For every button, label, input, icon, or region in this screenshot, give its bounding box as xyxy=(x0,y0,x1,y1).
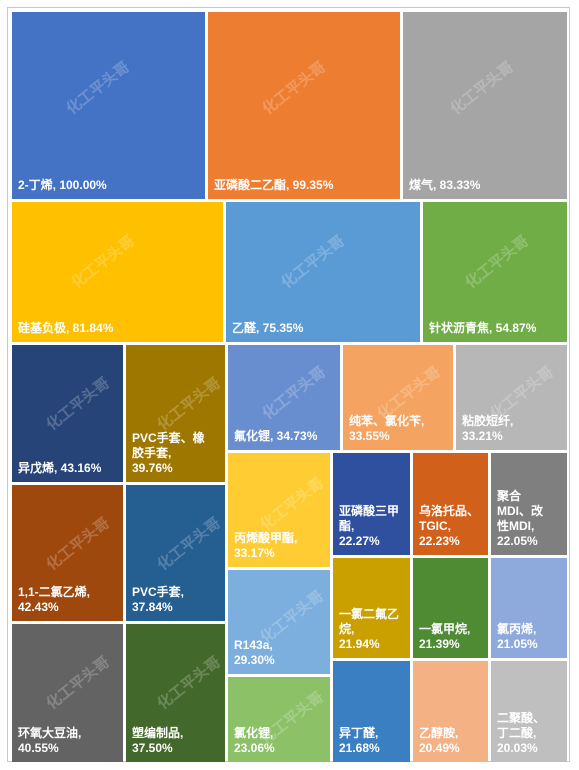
tile-label: 异丁醛, 21.68% xyxy=(339,726,380,755)
treemap-tile: 化工平头哥针状沥青焦, 54.87% xyxy=(423,202,567,342)
watermark-text: 化工平头哥 xyxy=(278,232,348,293)
watermark-text: 化工平头哥 xyxy=(43,653,113,714)
watermark-text: 化工平头哥 xyxy=(154,374,224,435)
tile-label: 氯丙烯, 21.05% xyxy=(497,622,538,651)
tile-label: 针状沥青焦, 54.87% xyxy=(429,321,537,335)
tile-label: 煤气, 83.33% xyxy=(409,178,481,192)
tile-label: 亚磷酸二乙酯, 99.35% xyxy=(214,178,334,192)
tile-label: 异戊烯, 43.16% xyxy=(18,461,102,475)
tile-label: PVC手套, 37.84% xyxy=(132,585,185,614)
treemap-tile: 亚磷酸三甲 酯, 22.27% xyxy=(333,453,410,555)
watermark-text: 化工平头哥 xyxy=(63,58,133,119)
treemap-tile: 异丁醛, 21.68% xyxy=(333,661,410,762)
treemap-tile: 乙醇胺, 20.49% xyxy=(413,661,488,762)
treemap-tile: 一氯二氟乙 烷, 21.94% xyxy=(333,558,410,658)
watermark-text: 化工平头哥 xyxy=(43,374,113,435)
treemap-tile: 化工平头哥 氯化锂, 23.06% xyxy=(228,677,330,762)
treemap-tile: 化工平头哥 丙烯酸甲酯, 33.17% xyxy=(228,453,330,567)
tile-label: 二聚酸、 丁二酸, 20.03% xyxy=(497,711,546,755)
tile-label: 一氯甲烷, 21.39% xyxy=(419,622,471,651)
treemap-tile: 化工平头哥 2-丁烯, 100.00% xyxy=(12,12,205,199)
treemap-tile: 化工平头哥异戊烯, 43.16% xyxy=(12,345,123,482)
treemap-tile: 化工平头哥煤气, 83.33% xyxy=(403,12,567,199)
tile-label: 1,1-二氯乙烯, 42.43% xyxy=(18,585,91,614)
tile-label: R143a, 29.30% xyxy=(234,638,275,667)
tile-label: 乙醛, 75.35% xyxy=(232,321,304,335)
watermark-text: 化工平头哥 xyxy=(68,232,138,293)
tile-label: 亚磷酸三甲 酯, 22.27% xyxy=(339,504,400,548)
watermark-text: 化工平头哥 xyxy=(43,514,113,575)
treemap-tile: 氯丙烯, 21.05% xyxy=(491,558,567,658)
tile-label: 乌洛托品、 TGIC, 22.23% xyxy=(419,504,480,548)
treemap-tile: 化工平头哥乙醛, 75.35% xyxy=(226,202,420,342)
watermark-text: 化工平头哥 xyxy=(447,58,517,119)
treemap-tile: 化工平头哥 粘胶短纤, 33.21% xyxy=(456,345,567,450)
watermark-text: 化工平头哥 xyxy=(259,363,329,424)
treemap-tile: 乌洛托品、 TGIC, 22.23% xyxy=(413,453,488,555)
treemap-tile: 化工平头哥 纯苯、氯化苄, 33.55% xyxy=(343,345,453,450)
treemap-tile: 化工平头哥 1,1-二氯乙烯, 42.43% xyxy=(12,485,123,621)
tile-label: 纯苯、氯化苄, 33.55% xyxy=(349,414,425,443)
treemap-tile: 二聚酸、 丁二酸, 20.03% xyxy=(491,661,567,762)
tile-label: PVC手套、橡 胶手套, 39.76% xyxy=(132,431,205,475)
treemap-tile: 一氯甲烷, 21.39% xyxy=(413,558,488,658)
treemap-tile: 化工平头哥 PVC手套, 37.84% xyxy=(126,485,225,621)
tile-label: 环氧大豆油, 40.55% xyxy=(18,726,82,755)
tile-label: 硅基负极, 81.84% xyxy=(18,321,114,335)
treemap-tile: 化工平头哥塑编制品, 37.50% xyxy=(126,624,225,762)
watermark-text: 化工平头哥 xyxy=(462,232,532,293)
tile-label: 聚合 MDI、改 性MDI, 22.05% xyxy=(497,489,543,548)
treemap-tile: 化工平头哥亚磷酸二乙酯, 99.35% xyxy=(208,12,400,199)
tile-label: 乙醇胺, 20.49% xyxy=(419,726,460,755)
tile-label: 氯化锂, 23.06% xyxy=(234,726,275,755)
treemap-tile: 化工平头哥硅基负极, 81.84% xyxy=(12,202,223,342)
treemap-tile: 化工平头哥氟化锂, 34.73% xyxy=(228,345,340,450)
treemap-tile: 化工平头哥环氧大豆油, 40.55% xyxy=(12,624,123,762)
tile-label: 一氯二氟乙 烷, 21.94% xyxy=(339,607,400,651)
treemap-tile: 聚合 MDI、改 性MDI, 22.05% xyxy=(491,453,567,555)
tile-label: 2-丁烯, 100.00% xyxy=(18,178,107,192)
watermark-text: 化工平头哥 xyxy=(154,514,224,575)
watermark-text: 化工平头哥 xyxy=(257,474,327,535)
tile-label: 粘胶短纤, 33.21% xyxy=(462,414,514,443)
tile-label: 氟化锂, 34.73% xyxy=(234,429,318,443)
watermark-text: 化工平头哥 xyxy=(259,58,329,119)
tile-label: 塑编制品, 37.50% xyxy=(132,726,184,755)
treemap-tile: 化工平头哥 PVC手套、橡 胶手套, 39.76% xyxy=(126,345,225,482)
watermark-text: 化工平头哥 xyxy=(154,653,224,714)
treemap-tile: 化工平头哥 R143a, 29.30% xyxy=(228,570,330,674)
tile-label: 丙烯酸甲酯, 33.17% xyxy=(234,531,298,560)
